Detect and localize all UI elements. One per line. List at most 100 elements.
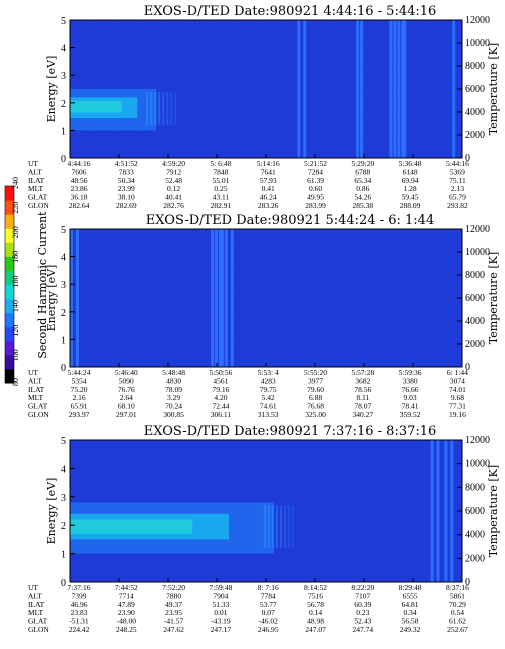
table-cell: 4:59:20	[162, 159, 185, 168]
y2-axis-label: Temperature [K]	[487, 43, 500, 135]
table-cell: 78.56	[354, 385, 371, 394]
table-cell: 48.56	[71, 176, 88, 185]
y-tick-label: 0	[61, 154, 66, 165]
y-tick-label: 1	[61, 335, 66, 346]
table-cell: 9.68	[451, 393, 464, 402]
table-cell: 70.29	[449, 600, 466, 609]
table-row-label: ILAT	[28, 176, 45, 185]
table-cell: 3380	[403, 376, 418, 385]
colorbar-tick-label: 220	[11, 202, 20, 214]
table-cell: 247.07	[305, 625, 326, 634]
colorbar-swatch	[5, 186, 14, 201]
table-cell: 7:44:52	[115, 583, 138, 592]
colorbar-swatch	[5, 214, 14, 229]
table-cell: 52.43	[354, 617, 371, 626]
table-cell: 23.83	[71, 608, 88, 617]
table-cell: 23.99	[118, 184, 135, 193]
band-streak	[174, 91, 177, 125]
table-cell: 23.90	[118, 608, 135, 617]
table-cell: 2.16	[72, 393, 85, 402]
table-row-label: MLT	[28, 184, 44, 193]
table-cell: 282.91	[211, 201, 232, 210]
y-tick-label: 5	[61, 436, 66, 447]
plot-background	[70, 229, 462, 367]
panel-title: EXOS-D/TED Date:980921 5:44:24 - 6: 1:44	[146, 213, 434, 228]
table-cell: 7833	[119, 167, 134, 176]
table-cell: 7904	[213, 591, 228, 600]
table-cell: 0.12	[167, 184, 180, 193]
band-streak	[275, 505, 278, 548]
y2-tick-label: 0	[465, 577, 470, 588]
table-cell: 5090	[119, 376, 134, 385]
colorbar-tick-label: 140	[11, 300, 20, 312]
band-streak	[271, 505, 274, 548]
table-cell: 38.10	[118, 193, 135, 202]
colorbar-tick-label: 160	[11, 276, 20, 288]
y2-tick-label: 0	[465, 153, 470, 164]
colorbar-tick-label: 180	[11, 251, 20, 263]
table-row-label: MLT	[28, 608, 44, 617]
y-axis-label: Energy [eV]	[45, 265, 58, 332]
panel-title: EXOS-D/TED Date:980921 7:37:16 - 8:37:16	[144, 424, 437, 439]
table-cell: 64.81	[402, 600, 419, 609]
table-cell: 74.01	[449, 385, 466, 394]
vertical-stripe	[230, 229, 234, 367]
panel-title: EXOS-D/TED Date:980921 4:44:16 - 5:44:16	[144, 4, 437, 19]
colorbar-frame	[4, 185, 15, 384]
table-cell: 297.01	[116, 410, 137, 419]
table-cell: 78.07	[354, 402, 371, 411]
table-cell: 3074	[450, 376, 465, 385]
y2-tick-label: 10000	[465, 459, 490, 470]
vertical-stripe	[356, 20, 360, 158]
table-cell: 65.91	[71, 402, 88, 411]
table-cell: 6788	[355, 167, 370, 176]
table-row-label: GLON	[28, 410, 49, 419]
table-cell: 0.34	[404, 608, 417, 617]
y-tick-label: 4	[61, 464, 66, 475]
y-tick-label: 5	[61, 16, 66, 27]
table-cell: 6148	[403, 167, 418, 176]
y-axis-label: Energy [eV]	[45, 478, 58, 545]
spectrogram-panel-2	[69, 228, 463, 368]
y2-tick-label: 10000	[465, 247, 490, 258]
colorbar-swatch	[5, 284, 14, 300]
table-cell: 5:21:52	[304, 159, 327, 168]
table-cell: 282.64	[69, 201, 90, 210]
vertical-stripe	[401, 20, 405, 158]
table-cell: 8:14:52	[304, 583, 327, 592]
table-cell: 0.54	[451, 608, 464, 617]
table-cell: 76.66	[402, 385, 419, 394]
band-streak	[267, 505, 270, 548]
table-cell: 49.95	[307, 193, 324, 202]
vertical-stripe	[397, 20, 401, 158]
table-cell: 50.34	[118, 176, 135, 185]
table-cell: 282.76	[163, 201, 184, 210]
table-cell: 283.99	[305, 201, 326, 210]
table-cell: 7:37:16	[68, 583, 91, 592]
table-cell: 4.20	[214, 393, 227, 402]
table-cell: 5:44:24	[68, 368, 91, 377]
vertical-stripe	[452, 20, 456, 158]
colorbar-tick-label: 240	[11, 177, 20, 189]
table-cell: 246.95	[258, 625, 279, 634]
band-streak	[146, 91, 149, 125]
table-cell: 7107	[355, 591, 370, 600]
table-cell: 5369	[450, 167, 465, 176]
colorbar-swatch	[5, 312, 14, 328]
table-cell: 48.98	[307, 617, 324, 626]
table-cell: 0.01	[214, 608, 227, 617]
table-cell: 247.17	[211, 625, 232, 634]
table-cell: 5:55:20	[304, 368, 327, 377]
band-streak	[162, 91, 165, 125]
table-cell: 0.86	[356, 184, 369, 193]
vertical-stripe	[224, 229, 228, 367]
vertical-stripe	[297, 20, 301, 158]
table-cell: 7848	[213, 167, 228, 176]
table-cell: 5: 6:48	[210, 159, 231, 168]
table-cell: 247.62	[163, 625, 184, 634]
table-cell: 61.39	[307, 176, 324, 185]
vertical-stripe	[436, 440, 440, 582]
y2-axis-label: Temperature [K]	[487, 252, 500, 344]
table-cell: 5.42	[262, 393, 275, 402]
table-cell: 282.69	[116, 201, 137, 210]
